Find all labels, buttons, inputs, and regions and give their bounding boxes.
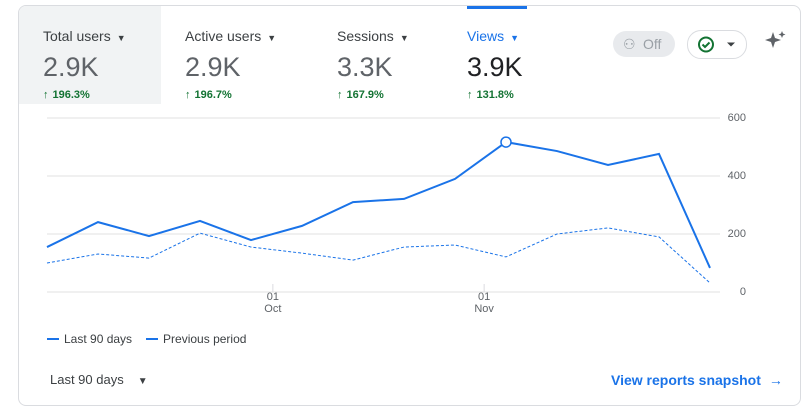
change-text: 131.8%	[476, 89, 514, 101]
hover-point	[500, 136, 512, 148]
tab-label-text: Sessions	[337, 28, 394, 44]
sparkle-icon[interactable]	[763, 30, 787, 54]
toggle-label: Off	[643, 36, 662, 52]
tab-label: Total users ▼	[43, 28, 126, 44]
y-tick-label: 400	[728, 170, 746, 182]
legend-swatch	[47, 338, 59, 340]
up-arrow: ↑	[43, 89, 49, 101]
dropdown-arrow: ▼	[510, 33, 520, 43]
status-icon	[698, 36, 735, 53]
change-text: 196.7%	[194, 89, 232, 101]
tab-change: ↑ 167.9%	[337, 89, 384, 101]
tab-label-text: Total users	[43, 28, 111, 44]
up-arrow: ↑	[337, 89, 343, 101]
change-text: 196.3%	[52, 89, 90, 101]
toggle[interactable]: ⚇ Off	[613, 31, 675, 57]
up-arrow: ↑	[467, 89, 473, 101]
dropdown-arrow: ▼	[116, 33, 126, 43]
range-label: Last 90 days	[50, 372, 124, 387]
tab-value: 2.9K	[185, 52, 241, 82]
chart: 0 200 400 600	[46, 112, 746, 298]
legend-label: Last 90 days	[64, 332, 133, 346]
y-tick-label: 600	[728, 112, 746, 124]
metric-tab[interactable]: Sessions ▼ 3.3K ↑ 167.9%	[313, 6, 455, 104]
tab-label-text: Views	[467, 28, 505, 44]
metric-tab[interactable]: Active users ▼ 2.9K ↑ 196.7%	[161, 6, 303, 104]
x-tick-label: 01 Oct	[264, 291, 282, 315]
series-line	[46, 227, 711, 284]
card: Total users ▼ 2.9K ↑ 196.3% Active users ▼ 2.9K…	[18, 5, 801, 406]
tab-indicator	[467, 6, 527, 9]
metric-tab[interactable]: Total users ▼ 2.9K ↑ 196.3%	[19, 6, 161, 104]
dropdown-arrow: ▼	[267, 33, 277, 43]
legend-item: Last 90 days	[47, 332, 132, 346]
tab-value: 3.9K	[467, 52, 523, 82]
link-label: View reports snapshot	[611, 372, 761, 388]
change-text: 167.9%	[346, 89, 384, 101]
legend-swatch	[146, 338, 159, 340]
dropdown-arrow: ▼	[399, 33, 409, 43]
tab-value: 3.3K	[337, 52, 393, 82]
tab-label: Views ▼	[467, 28, 519, 44]
legend-item: Previous period	[146, 332, 246, 346]
up-arrow: ↑	[185, 89, 191, 101]
range-dropdown[interactable]: Last 90 days ▼	[50, 372, 148, 387]
status-dropdown[interactable]	[687, 30, 747, 59]
selected-tab-bg	[19, 6, 161, 104]
tab-label-text: Active users	[185, 28, 262, 44]
tab-value: 2.9K	[43, 52, 99, 82]
tab-label: Sessions ▼	[337, 28, 409, 44]
tab-label: Active users ▼	[185, 28, 276, 44]
tab-change: ↑ 196.7%	[185, 89, 232, 101]
legend: Last 90 days Previous period	[47, 329, 260, 346]
metric-tab[interactable]: Views ▼ 3.9K ↑ 131.8%	[443, 6, 585, 104]
y-tick-label: 0	[740, 286, 746, 298]
tab-change: ↑ 131.8%	[467, 89, 514, 101]
y-tick-label: 200	[728, 228, 746, 240]
series-line	[46, 141, 711, 269]
report-link[interactable]: View reports snapshot →	[611, 372, 783, 388]
legend-label: Previous period	[163, 332, 247, 346]
x-tick-label: 01 Nov	[474, 291, 494, 315]
tab-change: ↑ 196.3%	[43, 89, 90, 101]
